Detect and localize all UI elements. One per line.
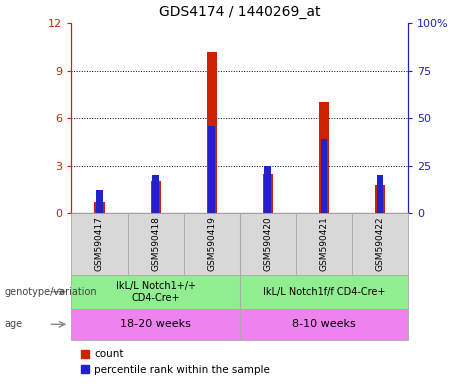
- Title: GDS4174 / 1440269_at: GDS4174 / 1440269_at: [159, 5, 320, 19]
- FancyBboxPatch shape: [183, 213, 240, 275]
- Text: age: age: [5, 319, 23, 329]
- FancyBboxPatch shape: [352, 213, 408, 275]
- FancyBboxPatch shape: [128, 213, 183, 275]
- FancyBboxPatch shape: [240, 213, 296, 275]
- Text: GSM590419: GSM590419: [207, 217, 216, 271]
- Bar: [320, 139, 327, 213]
- FancyBboxPatch shape: [71, 275, 240, 309]
- Bar: [319, 102, 329, 213]
- Bar: [208, 126, 215, 213]
- Text: GSM590417: GSM590417: [95, 217, 104, 271]
- Bar: [265, 166, 271, 213]
- Text: GSM590422: GSM590422: [375, 217, 384, 271]
- Text: IkL/L Notch1f/f CD4-Cre+: IkL/L Notch1f/f CD4-Cre+: [263, 287, 385, 297]
- Legend: count, percentile rank within the sample: count, percentile rank within the sample: [77, 345, 274, 379]
- Text: 8-10 weeks: 8-10 weeks: [292, 319, 356, 329]
- FancyBboxPatch shape: [240, 309, 408, 340]
- Text: 18-20 weeks: 18-20 weeks: [120, 319, 191, 329]
- Bar: [377, 175, 383, 213]
- Text: IkL/L Notch1+/+
CD4-Cre+: IkL/L Notch1+/+ CD4-Cre+: [116, 281, 195, 303]
- Bar: [151, 182, 160, 213]
- Text: GSM590420: GSM590420: [263, 217, 272, 271]
- FancyBboxPatch shape: [296, 213, 352, 275]
- FancyBboxPatch shape: [71, 309, 240, 340]
- Bar: [263, 174, 273, 213]
- FancyBboxPatch shape: [240, 275, 408, 309]
- Text: GSM590421: GSM590421: [319, 217, 328, 271]
- Bar: [96, 190, 103, 213]
- FancyBboxPatch shape: [71, 213, 128, 275]
- Text: genotype/variation: genotype/variation: [5, 287, 97, 297]
- Bar: [207, 51, 217, 213]
- Bar: [95, 202, 105, 213]
- Bar: [152, 175, 159, 213]
- Bar: [375, 185, 385, 213]
- Text: GSM590418: GSM590418: [151, 217, 160, 271]
